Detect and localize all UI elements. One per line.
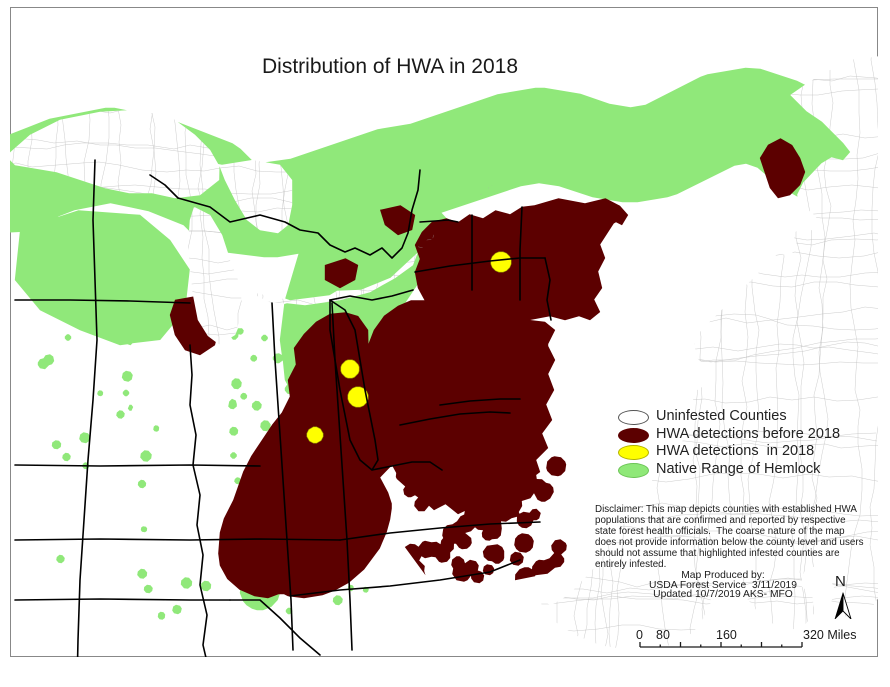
svg-text:N: N <box>835 573 846 590</box>
svg-text:160: 160 <box>716 628 737 642</box>
svg-text:0: 0 <box>636 628 643 642</box>
svg-text:80: 80 <box>656 628 670 642</box>
svg-text:320 Miles: 320 Miles <box>803 628 857 642</box>
